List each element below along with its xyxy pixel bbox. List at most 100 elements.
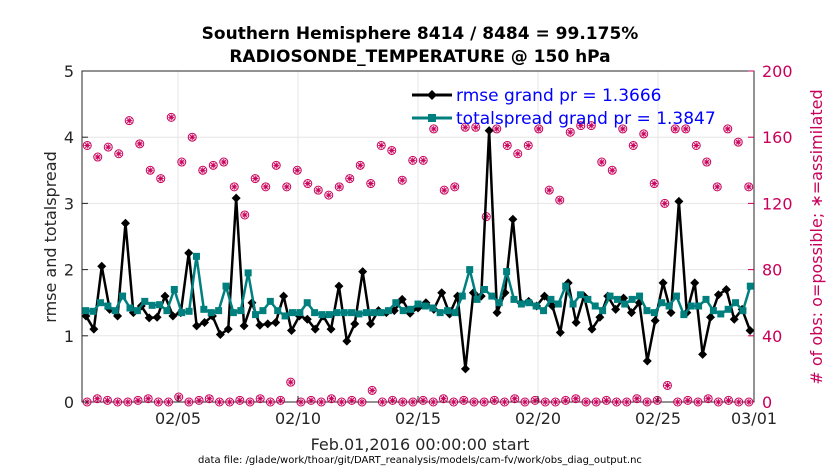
x-tick-label: 02/20 xyxy=(515,409,561,428)
legend-spread-marker xyxy=(428,114,436,122)
obs-count-marker xyxy=(639,129,649,139)
obs-count-marker xyxy=(607,165,617,175)
totalspread-point xyxy=(665,302,673,310)
obs-count-marker xyxy=(367,385,377,395)
obs-count-marker xyxy=(744,182,754,192)
obs-count-marker xyxy=(265,397,275,407)
rmse-point xyxy=(658,278,668,288)
y-tick-label: 1 xyxy=(64,327,74,346)
obs-count-marker xyxy=(282,182,292,192)
obs-count-marker xyxy=(153,397,163,407)
rmse-point xyxy=(287,326,297,336)
totalspread-point xyxy=(650,309,658,317)
obs-count-marker xyxy=(166,112,176,122)
obs-count-marker xyxy=(198,165,208,175)
obs-count-marker xyxy=(520,397,530,407)
obs-count-marker xyxy=(219,157,229,167)
obs-count-marker xyxy=(337,397,347,407)
totalspread-point xyxy=(421,302,429,310)
totalspread-point xyxy=(540,307,548,315)
obs-count-marker xyxy=(123,397,133,407)
obs-count-marker xyxy=(82,140,92,150)
totalspread-point xyxy=(732,299,740,307)
totalspread-point xyxy=(399,307,407,315)
obs-count-marker xyxy=(143,394,153,404)
obs-count-marker xyxy=(271,160,281,170)
rmse-point xyxy=(729,314,739,324)
obs-count-marker xyxy=(204,394,214,404)
rmse-point xyxy=(492,308,502,318)
obs-count-marker xyxy=(565,127,575,137)
totalspread-point xyxy=(340,309,348,317)
totalspread-point xyxy=(525,299,533,307)
rmse-point xyxy=(555,327,565,337)
obs-count-marker xyxy=(208,160,218,170)
obs-count-marker xyxy=(510,394,520,404)
series-layer xyxy=(81,126,755,374)
totalspread-point xyxy=(133,307,141,315)
obs-count-marker xyxy=(174,392,184,402)
totalspread-point xyxy=(296,309,304,317)
totalspread-point xyxy=(717,310,725,318)
rmse-point xyxy=(97,261,107,271)
obs-count-marker xyxy=(612,397,622,407)
x-tick-label: 02/10 xyxy=(275,409,321,428)
totalspread-point xyxy=(192,252,200,260)
obs-count-marker xyxy=(408,155,418,165)
obs-count-marker xyxy=(347,395,357,405)
obs-count-marker xyxy=(292,165,302,175)
obs-count-marker xyxy=(214,397,224,407)
obs-count-marker xyxy=(418,395,428,405)
rmse-point xyxy=(310,324,320,334)
totalspread-point xyxy=(687,302,695,310)
obs-count-marker xyxy=(591,397,601,407)
obs-count-marker xyxy=(712,182,722,192)
y-axis-label-right: # of obs: o=possible; ∗=assimilated xyxy=(807,89,826,384)
legend-rmse-label: rmse grand pr = 1.3666 xyxy=(456,86,661,106)
totalspread-point xyxy=(355,310,363,318)
rmse-point xyxy=(595,312,605,322)
obs-count-marker xyxy=(540,397,550,407)
x-tick-label: 02/25 xyxy=(635,409,681,428)
obs-count-marker xyxy=(235,395,245,405)
totalspread-point xyxy=(185,307,193,315)
totalspread-point xyxy=(141,297,149,305)
obs-count-marker xyxy=(326,394,336,404)
x-ticks: 02/05 02/10 02/15 02/20 02/25 03/01 xyxy=(155,396,777,428)
obs-count-marker xyxy=(377,397,387,407)
rmse-point xyxy=(508,214,518,224)
totalspread-point xyxy=(554,300,562,308)
totalspread-point xyxy=(325,311,333,319)
totalspread-point xyxy=(244,269,252,277)
totalspread-point xyxy=(695,302,703,310)
totalspread-point xyxy=(636,292,644,300)
obs-count-marker xyxy=(113,397,123,407)
obs-count-marker xyxy=(534,124,544,134)
rmse-point xyxy=(89,324,99,334)
obs-count-marker xyxy=(489,395,499,405)
chart-subtitle: RADIOSONDE_TEMPERATURE @ 150 hPa xyxy=(229,47,610,67)
obs-count-marker xyxy=(133,395,143,405)
obs-count-marker xyxy=(500,397,510,407)
obs-count-marker xyxy=(255,394,265,404)
totalspread-point xyxy=(89,307,97,315)
totalspread-point xyxy=(362,309,370,317)
totalspread-point xyxy=(288,309,296,317)
totalspread-point xyxy=(680,311,688,319)
obs-count-marker xyxy=(408,397,418,407)
totalspread-point xyxy=(746,282,754,290)
totalspread-point xyxy=(82,307,90,315)
rmse-point xyxy=(144,313,154,323)
totalspread-point xyxy=(303,299,311,307)
totalspread-point xyxy=(348,309,356,317)
obs-count-marker xyxy=(397,175,407,185)
obs-count-marker xyxy=(479,397,489,407)
rmse-point xyxy=(334,281,344,291)
obs-count-marker xyxy=(303,179,313,189)
rmse-point xyxy=(255,320,265,330)
totalspread-point xyxy=(458,292,466,300)
totalspread-point xyxy=(333,309,341,317)
obs-count-marker xyxy=(428,397,438,407)
obs-count-marker xyxy=(459,395,469,405)
